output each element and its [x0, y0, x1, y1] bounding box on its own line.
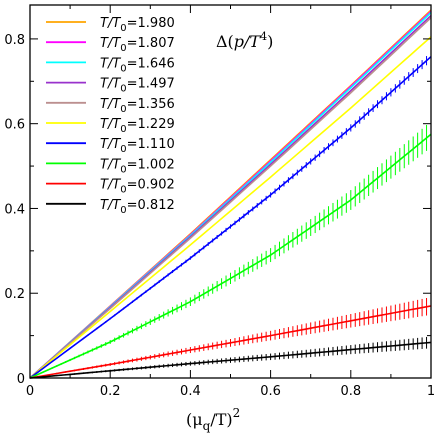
x-tick-label: 1 [427, 384, 435, 399]
series-T/T0=0.812 [29, 336, 432, 379]
x-tick-label: 0.2 [100, 384, 121, 399]
x-tick-label: 0.4 [180, 384, 201, 399]
series-T/T0=1.229 [29, 36, 432, 379]
y-tick-label: 0 [17, 372, 25, 387]
legend-entry: T/T0=1.807 [100, 36, 175, 54]
legend-entry: T/T0=1.002 [100, 157, 175, 175]
y-tick-label: 0.8 [4, 33, 25, 48]
y-tick-label: 0.2 [4, 287, 25, 302]
x-tick-label: 0 [26, 384, 34, 399]
series-line [29, 36, 432, 379]
series-line [29, 133, 432, 379]
series-line [29, 17, 432, 379]
x-tick-label: 0.8 [340, 384, 361, 399]
x-tick-label: 0.6 [260, 384, 281, 399]
legend-entry: T/T0=1.980 [100, 16, 175, 34]
y-tick-label: 0.4 [4, 202, 25, 217]
plot-area [29, 9, 432, 379]
series-line [29, 305, 432, 379]
x-axis-label: (μq/T)2 [186, 406, 240, 433]
legend-entry: T/T0=0.902 [100, 178, 175, 196]
legend-entry: T/T0=1.497 [100, 77, 175, 95]
series-line [29, 56, 432, 379]
axis-ticks: 0 0.2 0.4 0.6 0.8 1 0 0.2 0.4 0.6 0.8 [4, 5, 435, 399]
y-tick-label: 0.6 [4, 118, 25, 133]
legend-entry: T/T0=1.229 [100, 117, 175, 135]
legend-entry: T/T0=1.110 [100, 137, 175, 155]
chart-annotation: Δ(p/T4) [216, 30, 273, 51]
legend: T/T0=1.980 T/T0=1.807 T/T0=1.646 T/T0=1.497… [46, 16, 175, 216]
legend-entry: T/T0=0.812 [100, 198, 175, 216]
legend-entry: T/T0=1.356 [100, 97, 175, 115]
legend-entry: T/T0=1.646 [100, 56, 175, 74]
series-T/T0=1.002 [29, 121, 432, 379]
series-line [29, 341, 432, 379]
series-T/T0=1.110 [29, 52, 432, 379]
series-T/T0=1.356 [29, 17, 432, 379]
